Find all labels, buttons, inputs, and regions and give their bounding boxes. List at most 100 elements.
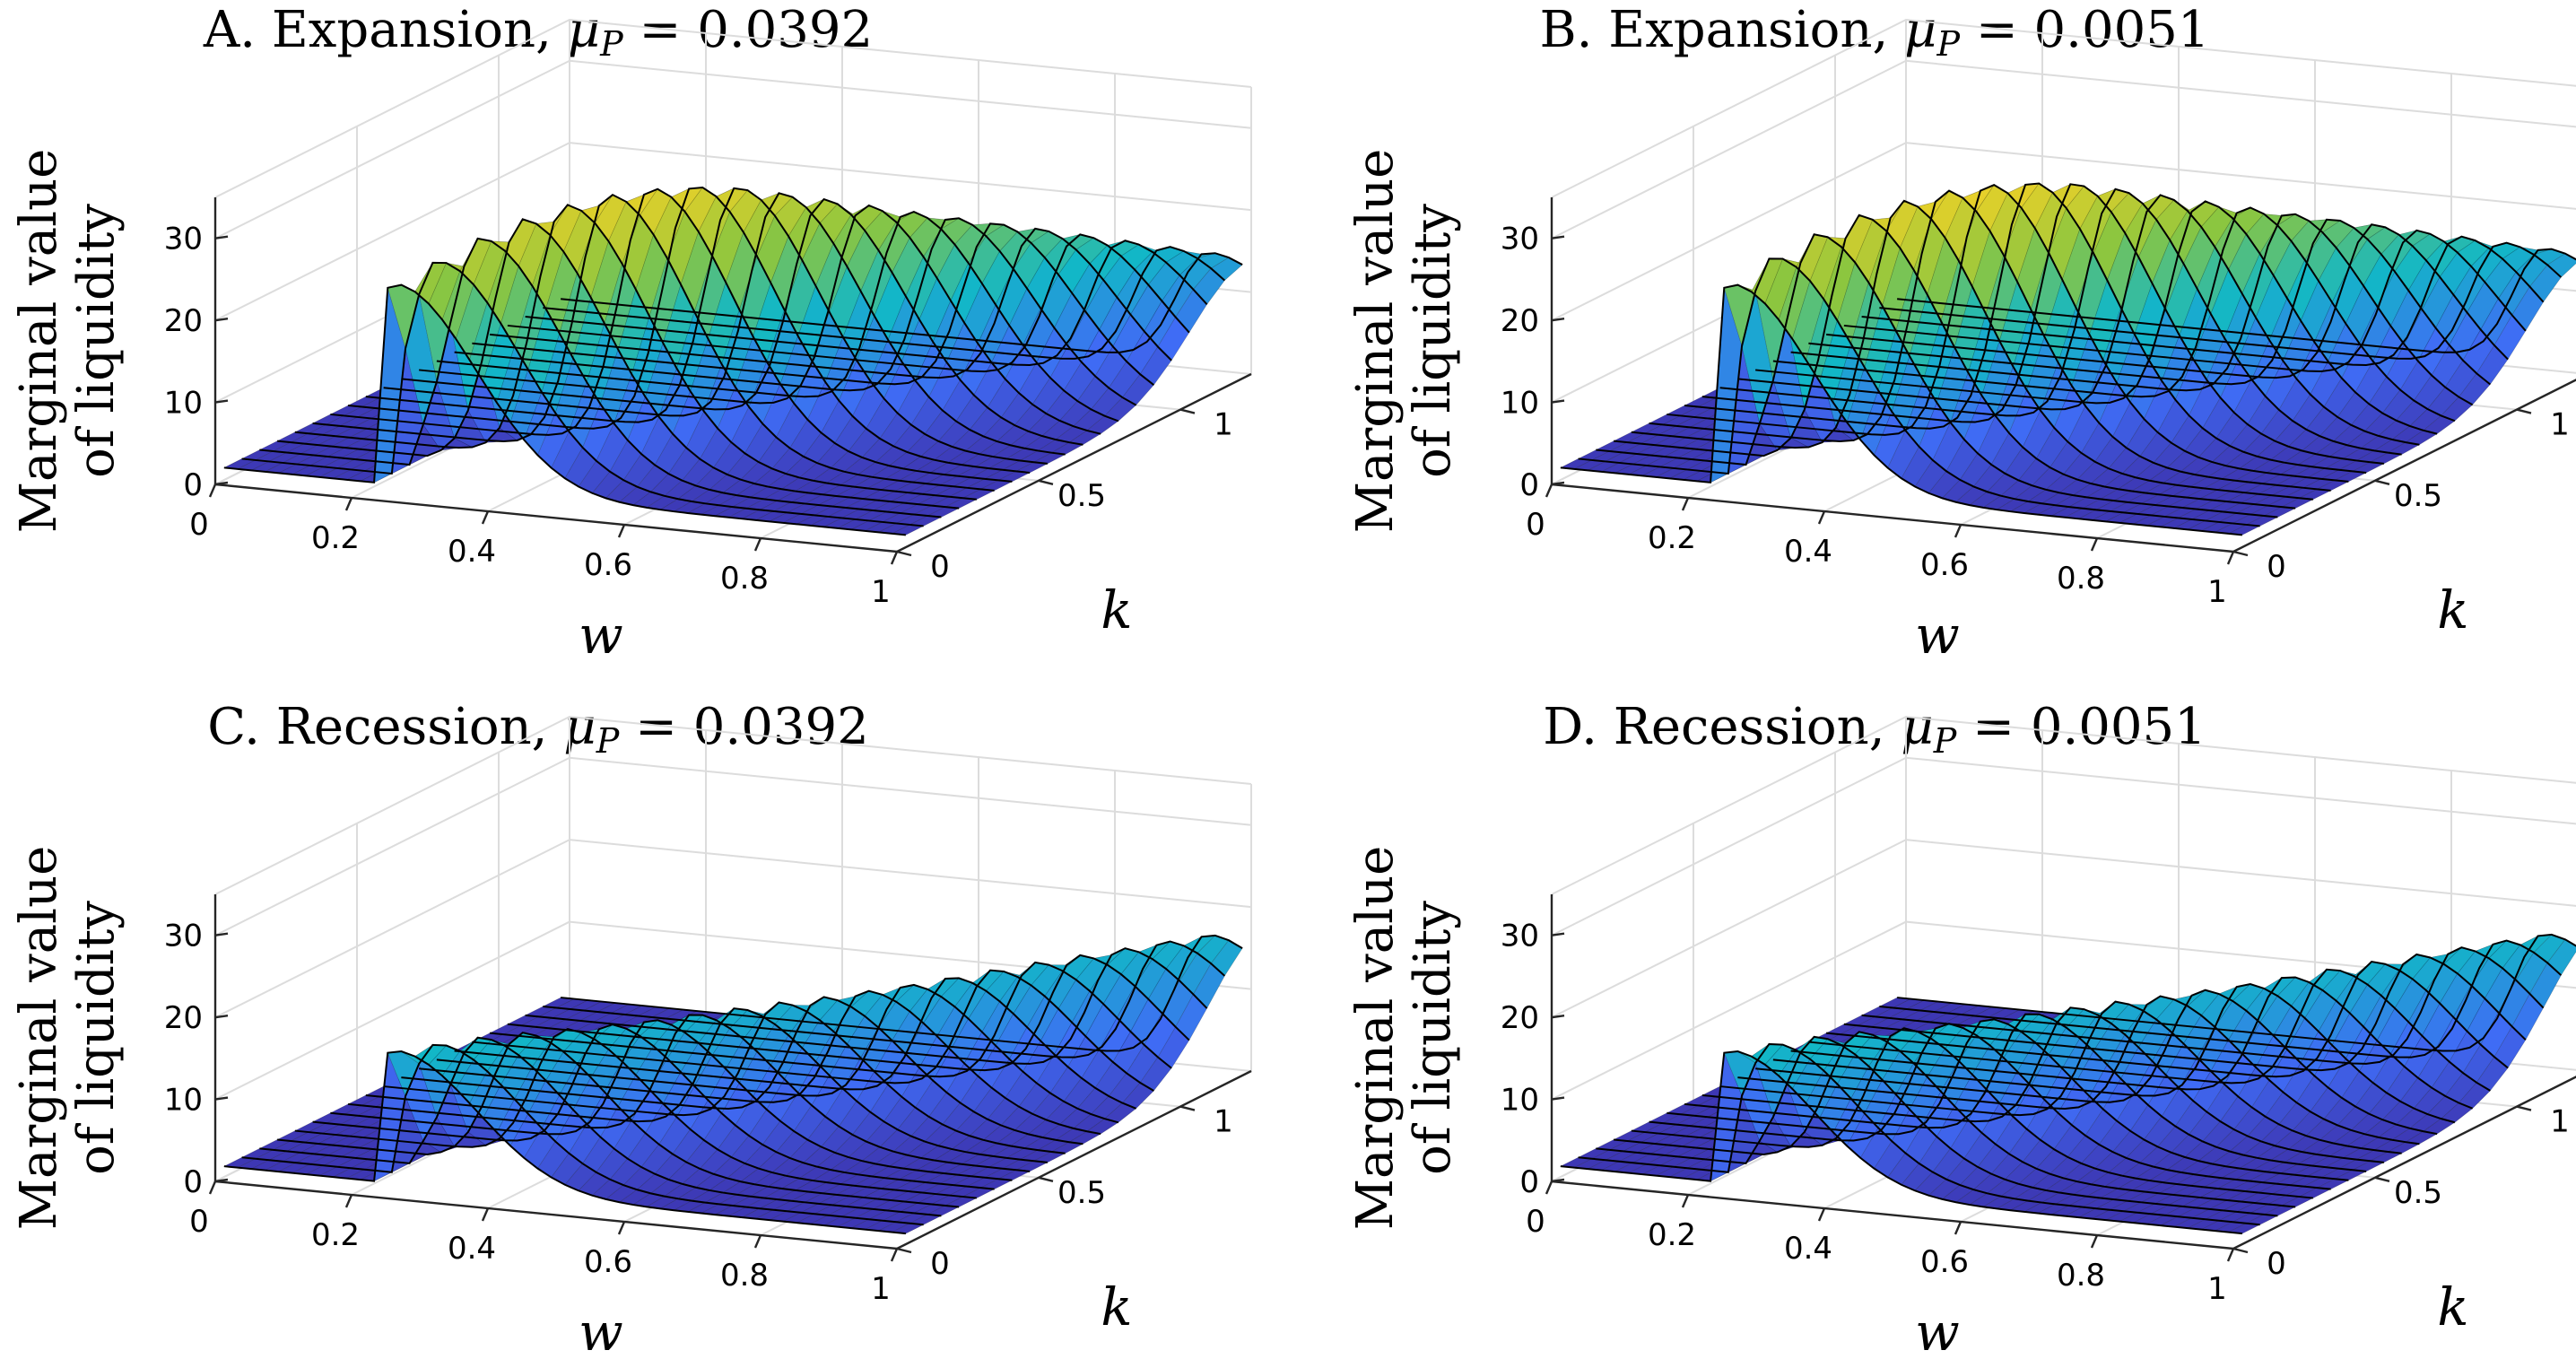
mu-subscript: P	[1933, 721, 1958, 761]
mu-value: = 0.0392	[619, 698, 868, 756]
y-tick-label: 0.5	[1057, 1175, 1106, 1211]
y-tick	[896, 550, 912, 557]
mesh-line	[1560, 1050, 2242, 1235]
grid-line	[214, 756, 1252, 936]
surface	[222, 187, 1243, 536]
mesh-line	[1737, 995, 2420, 1146]
mesh-line	[436, 210, 1119, 423]
y-tick-label: 0	[2267, 1246, 2286, 1282]
z-tick-label: 30	[164, 919, 203, 954]
mesh-line	[472, 969, 1154, 1092]
z-tick	[214, 1178, 229, 1183]
z-axis-label-line1: Marginal value	[10, 149, 68, 534]
z-tick-label: 0	[1519, 467, 1539, 503]
mesh-line	[1808, 968, 2491, 1092]
mesh-line	[365, 1007, 1048, 1163]
panel-title: B. Expansion, μP = 0.0051	[1540, 1, 2210, 64]
y-axis-label: k	[2437, 1276, 2468, 1337]
y-tick	[1179, 1105, 1196, 1111]
z-axis-label-line2: of liquidity	[1404, 204, 1462, 478]
x-tick	[753, 1234, 762, 1249]
x-tick-label: 0	[1526, 507, 1545, 543]
mesh-line	[1631, 1027, 2313, 1199]
grid-line	[1551, 715, 2576, 895]
x-tick-label: 0.2	[1648, 520, 1696, 556]
x-axis-line	[1551, 1180, 2234, 1250]
z-axis-label-line1: Marginal value	[1346, 149, 1405, 534]
mesh-line	[1578, 257, 2260, 527]
mesh-line	[454, 217, 1137, 406]
mesh-line	[330, 1019, 1013, 1181]
mesh-line	[1596, 1035, 2278, 1217]
z-axis-label: Marginal valueof liquidity	[10, 846, 126, 1231]
mesh-line	[1826, 223, 2509, 379]
z-tick-label: 30	[1501, 222, 1539, 257]
z-axis-label-line1: Marginal value	[10, 846, 68, 1231]
x-tick	[1681, 497, 1690, 511]
x-tick	[753, 537, 762, 552]
panel-title: A. Expansion, μP = 0.0392	[203, 1, 873, 64]
x-tick-label: 1	[2207, 574, 2227, 610]
mu-value: = 0.0392	[623, 1, 873, 59]
x-tick-label: 1	[2207, 1271, 2227, 1307]
mesh-line	[277, 1032, 960, 1208]
title-text: D. Recession,	[1543, 698, 1901, 756]
z-axis-label-line2: of liquidity	[67, 901, 126, 1175]
mesh-line	[312, 1024, 995, 1190]
mu-subscript: P	[596, 721, 621, 761]
mesh-line	[383, 1001, 1066, 1154]
z-axis-label-line1: Marginal value	[1346, 846, 1405, 1231]
mesh-line	[561, 934, 1243, 1052]
z-tick-label: 30	[1501, 919, 1539, 954]
x-tick	[890, 551, 899, 565]
x-tick	[890, 1248, 899, 1262]
mesh-line	[507, 233, 1190, 373]
x-tick-label: 0	[189, 1204, 209, 1240]
z-axis-label-line2: of liquidity	[67, 204, 126, 478]
x-tick-label: 0.8	[720, 561, 769, 597]
mesh-line	[1755, 989, 2438, 1136]
z-axis-label: Marginal valueof liquidity	[10, 149, 126, 534]
x-axis-label: w	[1915, 605, 1960, 666]
x-tick-label: 0	[1526, 1204, 1545, 1240]
x-tick-label: 0.2	[311, 520, 360, 556]
z-tick	[1551, 235, 1565, 240]
mesh-line	[561, 252, 1243, 353]
x-tick	[344, 497, 353, 511]
y-tick-label: 0.5	[2394, 478, 2442, 514]
y-tick-label: 1	[2550, 407, 2570, 443]
mesh-line	[241, 261, 924, 527]
z-tick	[214, 1096, 229, 1101]
z-tick-label: 20	[164, 303, 203, 339]
y-tick-label: 0	[930, 1246, 950, 1282]
y-tick-label: 1	[1214, 1104, 1233, 1140]
z-tick-label: 20	[164, 1000, 203, 1036]
title-text: A. Expansion,	[203, 1, 568, 59]
y-tick	[896, 1247, 912, 1254]
x-tick	[481, 1207, 490, 1222]
mesh-line	[1560, 283, 2242, 536]
x-tick	[208, 1180, 217, 1195]
mesh-line	[223, 283, 906, 536]
x-tick-label: 0.4	[1784, 534, 1832, 570]
mu-symbol: μ	[568, 1, 600, 59]
mesh-line	[1667, 1018, 2349, 1181]
mesh-line	[330, 187, 1013, 483]
x-axis-label: w	[579, 605, 623, 666]
z-tick-label: 0	[1519, 1164, 1539, 1200]
mesh-line	[1772, 206, 2456, 423]
mesh-line	[1808, 218, 2492, 386]
mesh-line	[1826, 960, 2509, 1078]
mesh-line	[1701, 183, 2384, 465]
x-tick-label: 0.2	[311, 1217, 360, 1253]
mesh-line	[1861, 235, 2545, 366]
x-tick-label: 0.8	[2057, 561, 2105, 597]
z-axis-label: Marginal valueof liquidity	[1346, 846, 1462, 1231]
y-axis-label: k	[1101, 1276, 1132, 1337]
x-tick	[617, 1221, 626, 1235]
x-tick	[208, 483, 217, 498]
mesh-line	[1790, 976, 2474, 1110]
mesh-line	[1843, 229, 2527, 373]
x-tick-label: 0.6	[1920, 1244, 1969, 1280]
